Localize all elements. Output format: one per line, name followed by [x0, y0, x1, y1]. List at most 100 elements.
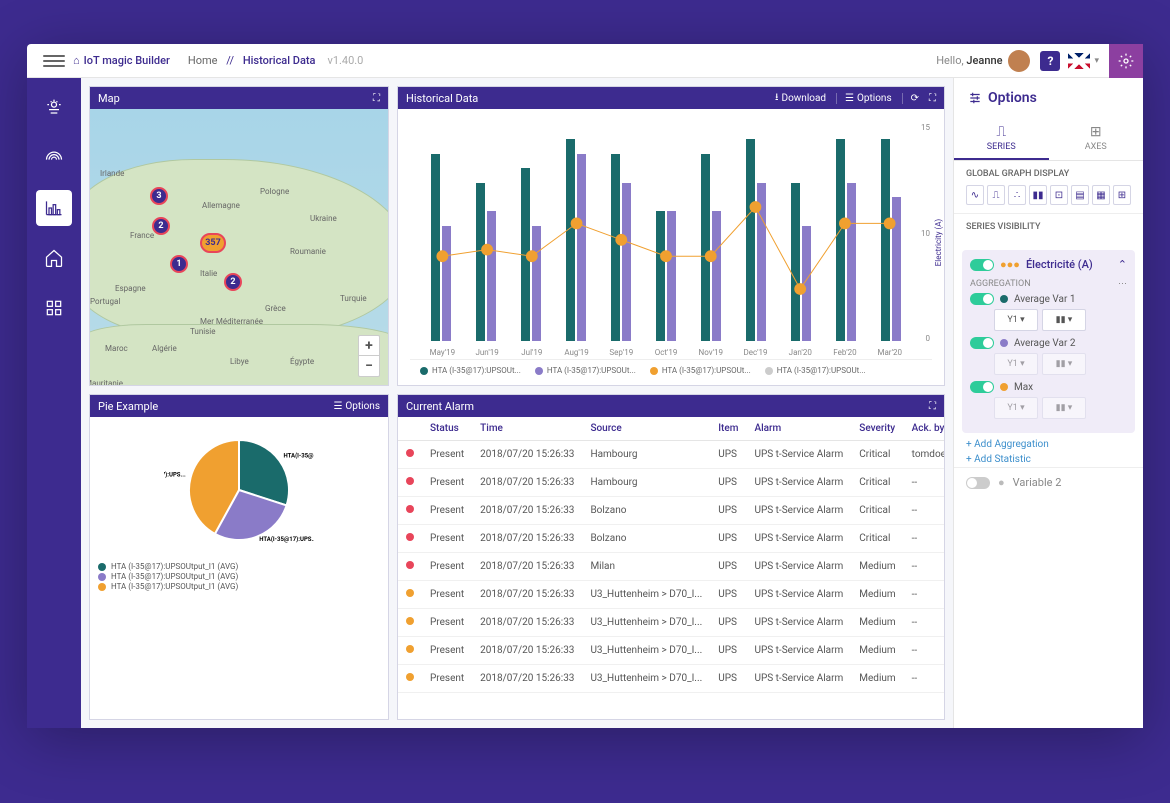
table-row[interactable]: Present2018/07/20 15:26:33U3_Huttenheim … [398, 581, 944, 609]
legend-item[interactable]: HTA (I-35@17):UPSOUt... [650, 366, 751, 375]
display-icon[interactable]: ⊡ [1050, 185, 1068, 205]
table-row[interactable]: Present2018/07/20 15:26:33U3_Huttenheim … [398, 637, 944, 665]
bar[interactable] [622, 183, 631, 341]
display-icon[interactable]: ⊞ [1113, 185, 1131, 205]
aggregation-row: Average Var 2 [970, 337, 1127, 349]
nav-item-home[interactable] [36, 240, 72, 276]
sidenav [27, 78, 81, 728]
alarm-table: Status Time Source Item Alarm Severity A… [398, 417, 944, 693]
bar[interactable] [577, 154, 586, 341]
agg-toggle[interactable] [970, 337, 994, 349]
display-icon[interactable]: ⎍ [987, 185, 1005, 205]
table-row[interactable]: Present2018/07/20 15:26:33U3_Huttenheim … [398, 665, 944, 693]
bar[interactable] [847, 183, 856, 341]
type-select[interactable]: ▮▮ ▾ [1042, 309, 1086, 331]
map-marker[interactable]: 1 [170, 255, 188, 273]
expand-icon[interactable]: ⛶ [929, 401, 936, 412]
bar[interactable] [487, 211, 496, 341]
legend-item[interactable]: HTA (I-35@17):UPSOUt... [765, 366, 866, 375]
map-marker[interactable]: 3 [150, 187, 168, 205]
bar[interactable] [431, 154, 440, 341]
tab-series[interactable]: ⎍SERIES [954, 118, 1049, 160]
map-body[interactable]: IrlandePologneAllemagneFranceUkraineItal… [90, 109, 388, 385]
map-label: Irlande [100, 169, 124, 178]
nav-item-2[interactable] [36, 140, 72, 176]
table-row[interactable]: Present2018/07/20 15:26:33MilanUPSUPS t-… [398, 553, 944, 581]
svg-text:HTA(I-35@17):UPS...: HTA(I-35@17):UPS... [259, 536, 314, 543]
type-select[interactable]: ▮▮ ▾ [1042, 397, 1086, 419]
bar[interactable] [881, 139, 890, 341]
bar[interactable] [476, 183, 485, 341]
alarm-panel: Current Alarm⛶ Status Time Source Item A… [397, 394, 945, 720]
tab-axes[interactable]: ⊞AXES [1049, 118, 1144, 160]
map-marker[interactable]: 357 [200, 233, 226, 253]
bar[interactable] [532, 226, 541, 341]
display-icon[interactable]: ∴ [1008, 185, 1026, 205]
variable2-toggle[interactable] [966, 477, 990, 489]
help-button[interactable]: ? [1040, 51, 1060, 71]
map-label: Pologne [260, 187, 289, 196]
chart-options-button[interactable]: ☰ Options [836, 93, 892, 104]
bar[interactable] [712, 211, 721, 341]
pie-options-button[interactable]: ☰ Options [333, 401, 380, 412]
legend-item: HTA (I-35@17):UPSOUtput_I1 (AVG) [98, 562, 238, 571]
series-toggle[interactable] [970, 259, 994, 271]
y-axis: 15 10 0 [921, 123, 930, 343]
axis-select[interactable]: Y1 ▾ [994, 397, 1038, 419]
expand-icon[interactable]: ⛶ [929, 93, 936, 104]
bar[interactable] [802, 226, 811, 341]
avatar[interactable] [1008, 50, 1030, 72]
language-selector[interactable] [1068, 53, 1090, 69]
nav-item-grid[interactable] [36, 290, 72, 326]
bar[interactable] [521, 168, 530, 341]
breadcrumb-home[interactable]: Home [188, 54, 218, 67]
menu-button[interactable] [43, 50, 65, 72]
axis-select[interactable]: Y1 ▾ [994, 353, 1038, 375]
legend-item[interactable]: HTA (I-35@17):UPSOUt... [420, 366, 521, 375]
table-row[interactable]: Present2018/07/20 15:26:33HambourgUPSUPS… [398, 469, 944, 497]
display-icon[interactable]: ∿ [966, 185, 984, 205]
legend-item: HTA (I-35@17):UPSOUtput_I1 (AVG) [98, 572, 238, 581]
bar[interactable] [656, 211, 665, 341]
table-row[interactable]: Present2018/07/20 15:26:33BolzanoUPSUPS … [398, 497, 944, 525]
add-aggregation-link[interactable]: + Add Aggregation [954, 437, 1143, 452]
bar[interactable] [667, 211, 676, 341]
bar[interactable] [442, 226, 451, 341]
bar[interactable] [836, 139, 845, 341]
table-row[interactable]: Present2018/07/20 15:26:33HambourgUPSUPS… [398, 441, 944, 469]
more-icon[interactable]: ⋯ [1118, 279, 1127, 289]
display-icon[interactable]: ▦ [1092, 185, 1110, 205]
zoom-in[interactable]: + [359, 336, 379, 356]
download-button[interactable]: ⭳ Download [775, 90, 826, 107]
display-icon[interactable]: ▮▮ [1029, 185, 1047, 205]
add-statistic-link[interactable]: + Add Statistic [954, 452, 1143, 467]
map-label: Libye [230, 357, 249, 366]
bar[interactable] [757, 183, 766, 341]
zoom-out[interactable]: − [359, 356, 379, 376]
aggregation-row: Max [970, 381, 1127, 393]
settings-button[interactable] [1109, 44, 1143, 78]
display-icon[interactable]: ▤ [1071, 185, 1089, 205]
nav-item-charts[interactable] [36, 190, 72, 226]
chevron-up-icon[interactable]: ⌃ [1118, 258, 1127, 271]
axis-select[interactable]: Y1 ▾ [994, 309, 1038, 331]
type-select[interactable]: ▮▮ ▾ [1042, 353, 1086, 375]
svg-text:HTA(I-35@17):UPS...: HTA(I-35@17):UPS... [164, 471, 186, 478]
map-marker[interactable]: 2 [224, 273, 242, 291]
legend-item[interactable]: HTA (I-35@17):UPSOUt... [535, 366, 636, 375]
bar[interactable] [791, 183, 800, 341]
bar[interactable] [892, 197, 901, 341]
table-row[interactable]: Present2018/07/20 15:26:33U3_Huttenheim … [398, 609, 944, 637]
table-row[interactable]: Present2018/07/20 15:26:33BolzanoUPSUPS … [398, 525, 944, 553]
bar[interactable] [701, 154, 710, 341]
map-marker[interactable]: 2 [152, 217, 170, 235]
nav-item-1[interactable] [36, 90, 72, 126]
agg-toggle[interactable] [970, 293, 994, 305]
agg-toggle[interactable] [970, 381, 994, 393]
bar[interactable] [566, 139, 575, 341]
breadcrumb: Home // Historical Data [188, 54, 316, 67]
bar[interactable] [611, 154, 620, 341]
refresh-icon[interactable]: ⟳ [902, 93, 919, 104]
bar[interactable] [746, 139, 755, 341]
expand-icon[interactable]: ⛶ [373, 93, 380, 104]
